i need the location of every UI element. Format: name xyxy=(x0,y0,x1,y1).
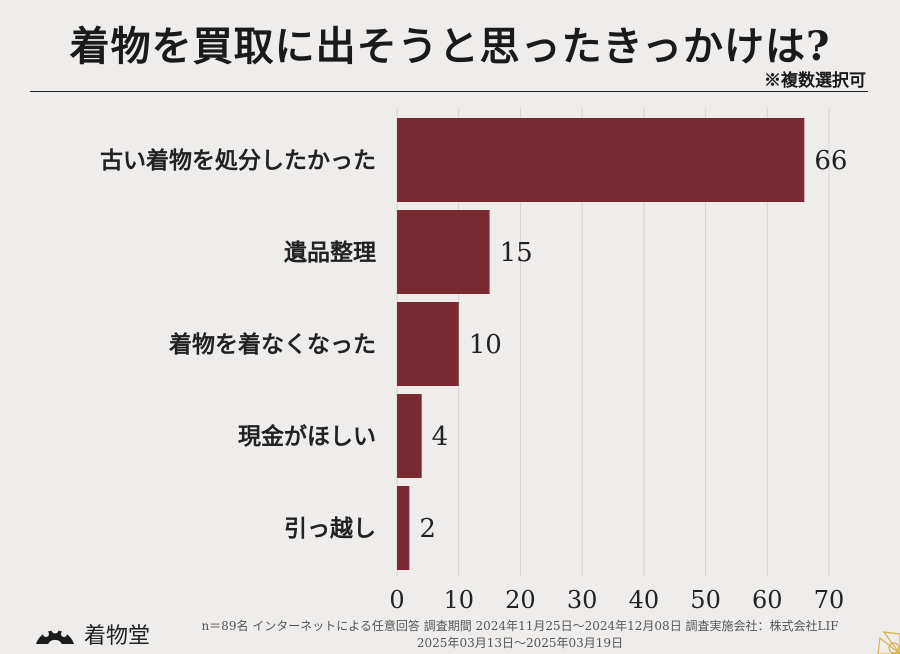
x-tick-label: 10 xyxy=(443,586,474,614)
brand-logo: 着物堂 xyxy=(34,618,150,650)
x-tick-label: 0 xyxy=(389,586,404,614)
fan-logo-icon xyxy=(36,626,74,644)
x-tick-label: 70 xyxy=(814,586,845,614)
corner-flower-icon xyxy=(877,631,900,654)
category-label: 現金がほしい xyxy=(238,423,376,450)
category-label: 古い着物を処分したかった xyxy=(100,147,376,174)
category-label: 着物を着なくなった xyxy=(169,331,376,358)
brand-name: 着物堂 xyxy=(84,624,151,649)
category-label: 引っ越し xyxy=(284,515,376,542)
x-tick-label: 50 xyxy=(690,586,721,614)
title-divider xyxy=(30,91,868,92)
bar xyxy=(397,394,422,478)
bar-value-label: 4 xyxy=(432,422,449,452)
x-tick-label: 30 xyxy=(567,586,598,614)
x-tick-label: 40 xyxy=(629,586,660,614)
x-tick-label: 60 xyxy=(752,586,783,614)
category-label: 遺品整理 xyxy=(284,239,376,266)
bar xyxy=(397,210,490,294)
bar xyxy=(397,118,805,202)
bar-value-label: 15 xyxy=(500,238,533,268)
chart-title: 着物を買取に出そうと思ったきっかけは? xyxy=(69,23,831,70)
bar-value-label: 10 xyxy=(469,330,502,360)
survey-period: 2025年03月13日〜2025年03月19日 xyxy=(416,636,624,650)
bar-value-label: 2 xyxy=(419,514,436,544)
bar-value-label: 66 xyxy=(814,146,847,176)
survey-info: n＝89名 インターネットによる任意回答 調査期間 2024年11月25日〜20… xyxy=(201,619,839,633)
multiple-choice-note: ※複数選択可 xyxy=(764,71,866,91)
x-tick-label: 20 xyxy=(505,586,536,614)
bar xyxy=(397,486,410,570)
bar xyxy=(397,302,459,386)
